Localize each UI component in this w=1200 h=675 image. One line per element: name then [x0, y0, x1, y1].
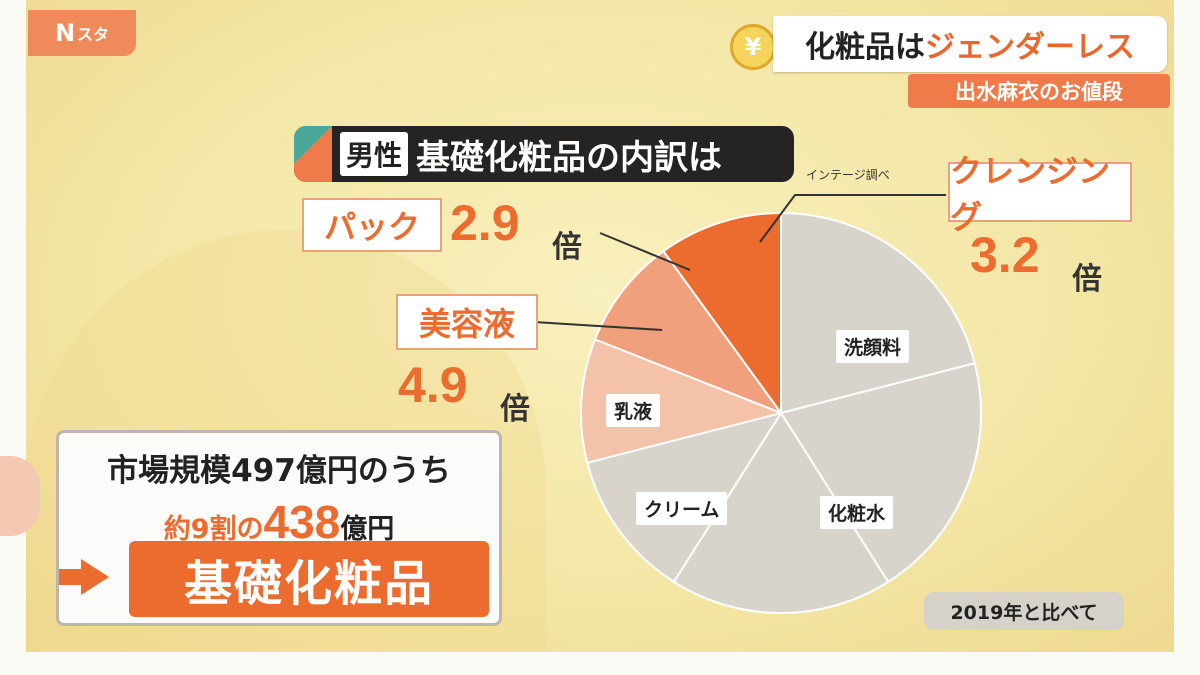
callout-value-cleansing: 3.2 — [970, 227, 1040, 283]
summary-unit: 億円 — [340, 514, 395, 545]
heading-tag: 男性 — [340, 132, 409, 176]
compare-note: 2019年と比べて — [924, 592, 1124, 630]
presenter-hand — [0, 456, 40, 536]
summary-line2-prefix: 約9割の — [163, 514, 264, 545]
summary-category: 基礎化粧品 — [129, 541, 489, 617]
callout-unit-pack: 倍 — [552, 230, 582, 265]
summary-line1: 市場規模497億円のうち — [107, 453, 451, 489]
logo-main: N — [54, 19, 76, 47]
program-logo: N スタ — [28, 10, 136, 56]
topic-part2: ジェンダーレス — [925, 30, 1135, 65]
slice-label-cream: クリーム — [636, 492, 728, 525]
presenter-banner: 出水麻衣のお値段 — [908, 74, 1170, 108]
slice-label-toner: 化粧水 — [820, 496, 894, 529]
summary-line2: 約9割の438億円 — [59, 495, 499, 549]
topic-banner: 化粧品は ジェンダーレス — [773, 16, 1167, 72]
arrow-right-icon — [59, 559, 109, 595]
callout-unit-cleansing: 倍 — [1072, 262, 1102, 297]
callout-label-serum: 美容液 — [396, 294, 538, 350]
logo-sub: スタ — [77, 25, 110, 44]
market-summary-box: 市場規模497億円のうち 約9割の438億円 基礎化粧品 — [56, 430, 502, 626]
slice-label-milk: 乳液 — [606, 394, 661, 427]
callout-label-pack: パック — [302, 198, 442, 252]
callout-value-serum: 4.9 — [398, 357, 468, 413]
heading-text: 基礎化粧品の内訳は — [416, 137, 723, 178]
slice-label-face-wash: 洗顔料 — [836, 330, 910, 363]
callout-label-cleansing: クレンジング — [948, 152, 1132, 236]
callout-unit-serum: 倍 — [500, 392, 530, 427]
summary-amount: 438 — [263, 496, 341, 548]
topic-part1: 化粧品は — [805, 30, 925, 65]
yen-icon: ¥ — [730, 24, 776, 70]
heading-accent — [294, 126, 332, 182]
callout-value-pack: 2.9 — [450, 195, 520, 251]
source-note: インテージ調べ — [806, 168, 890, 182]
chart-heading: 男性 基礎化粧品の内訳は — [294, 126, 794, 182]
